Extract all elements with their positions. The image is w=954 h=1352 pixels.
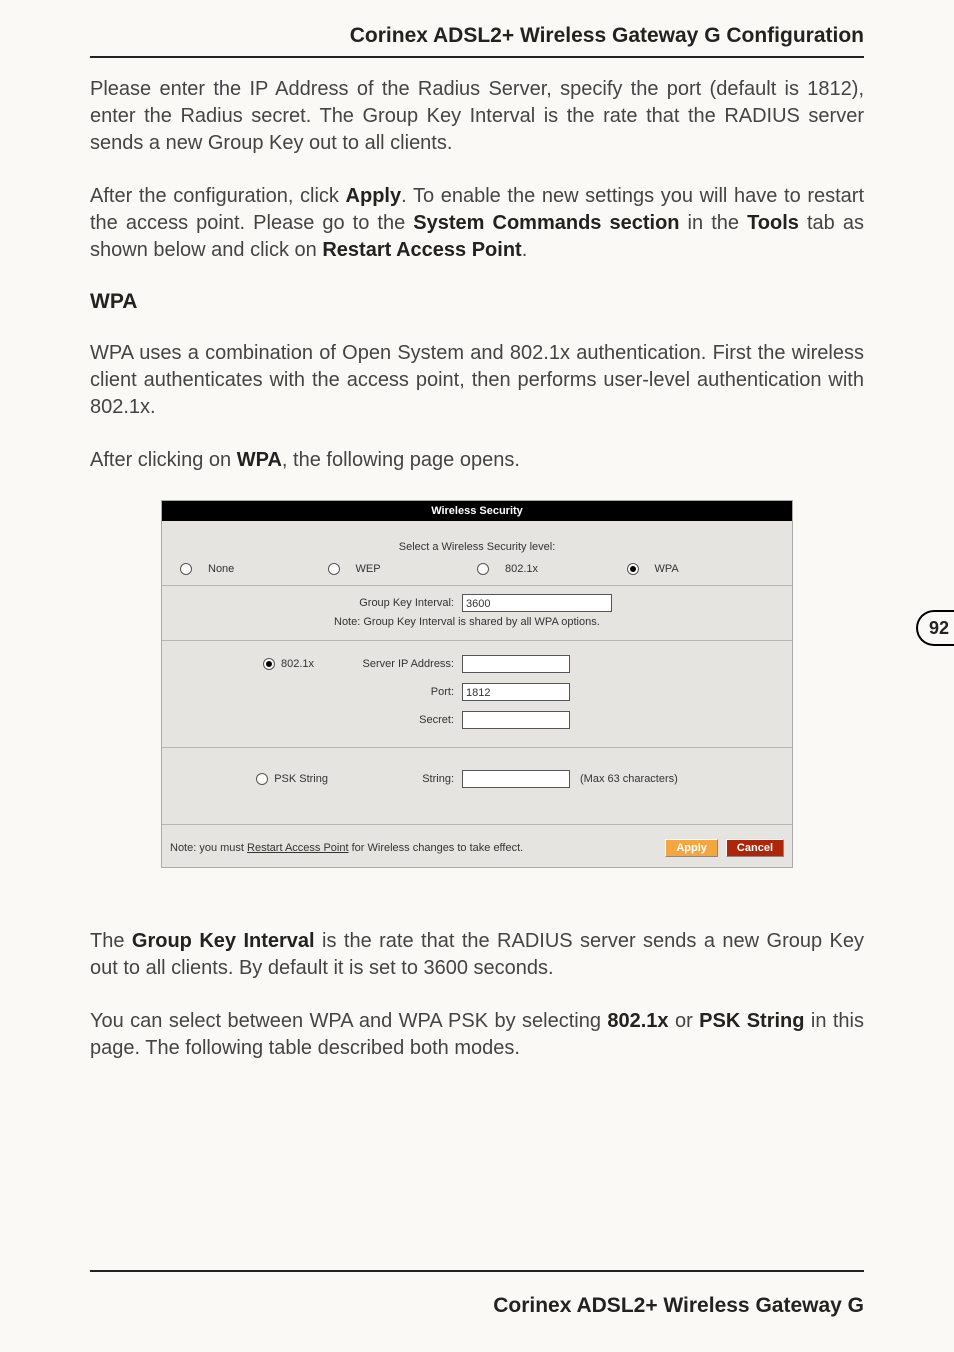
radio-none[interactable] xyxy=(180,563,192,575)
server-ip-input[interactable] xyxy=(462,655,570,673)
paragraph-2: After the configuration, click Apply. To… xyxy=(90,183,864,264)
footer-note-suffix: for Wireless changes to take effect. xyxy=(349,842,524,854)
radio-none-label: None xyxy=(208,563,234,575)
cancel-button[interactable]: Cancel xyxy=(726,839,784,857)
footer-rule xyxy=(90,1270,864,1272)
panel-body: Select a Wireless Security level: None W… xyxy=(162,521,792,825)
paragraph-3: WPA uses a combination of Open System an… xyxy=(90,340,864,421)
p6-bold-psk: PSK String xyxy=(699,1010,804,1032)
p5-text-a: The xyxy=(90,930,132,952)
paragraph-6: You can select between WPA and WPA PSK b… xyxy=(90,1008,864,1062)
p6-bold-8021x: 802.1x xyxy=(607,1010,668,1032)
wpa-8021x-block: 802.1x Server IP Address: Port: 1812 Sec… xyxy=(162,641,792,748)
security-level-radio-row: None WEP 802.1x WPA xyxy=(172,563,782,585)
header-rule xyxy=(90,56,864,58)
radio-wep[interactable] xyxy=(328,563,340,575)
p6-text-c: or xyxy=(669,1010,700,1032)
radio-wep-label: WEP xyxy=(356,563,381,575)
paragraph-5: The Group Key Interval is the rate that … xyxy=(90,928,864,982)
heading-wpa: WPA xyxy=(90,290,864,314)
restart-access-point-link[interactable]: Restart Access Point xyxy=(247,842,349,854)
document-page: Corinex ADSL2+ Wireless Gateway G Config… xyxy=(0,0,954,1352)
p5-bold-gki: Group Key Interval xyxy=(132,930,315,952)
radio-mode-psk-label: PSK String xyxy=(274,773,328,785)
footer-note: Note: you must Restart Access Point for … xyxy=(170,842,523,854)
radio-8021x[interactable] xyxy=(477,563,489,575)
p2-text-i: . xyxy=(522,239,528,261)
psk-string-label: String: xyxy=(336,773,462,785)
select-security-label: Select a Wireless Security level: xyxy=(172,541,782,553)
psk-string-suffix: (Max 63 characters) xyxy=(580,773,678,785)
port-input[interactable]: 1812 xyxy=(462,683,570,701)
wpa-psk-block: PSK String String: (Max 63 characters) xyxy=(162,748,792,825)
gki-label: Group Key Interval: xyxy=(172,597,462,609)
page-footer-title: Corinex ADSL2+ Wireless Gateway G xyxy=(493,1294,864,1318)
gki-input[interactable]: 3600 xyxy=(462,594,612,612)
paragraph-4: After clicking on WPA, the following pag… xyxy=(90,447,864,474)
p6-text-a: You can select between WPA and WPA PSK b… xyxy=(90,1010,607,1032)
footer-note-prefix: Note: you must xyxy=(170,842,247,854)
p2-bold-restart: Restart Access Point xyxy=(322,239,521,261)
server-ip-label: Server IP Address: xyxy=(322,658,462,670)
radio-mode-8021x-label: 802.1x xyxy=(281,658,314,670)
panel-footer: Note: you must Restart Access Point for … xyxy=(162,825,792,867)
radio-mode-8021x[interactable] xyxy=(263,658,275,670)
page-header-title: Corinex ADSL2+ Wireless Gateway G Config… xyxy=(90,0,864,56)
p2-bold-apply: Apply xyxy=(346,185,402,207)
port-label: Port: xyxy=(322,686,462,698)
p2-text-a: After the configuration, click xyxy=(90,185,346,207)
p4-text-a: After clicking on xyxy=(90,449,237,471)
panel-title: Wireless Security xyxy=(162,501,792,521)
p2-text-e: in the xyxy=(680,212,748,234)
secret-input[interactable] xyxy=(462,711,570,729)
paragraph-1: Please enter the IP Address of the Radiu… xyxy=(90,76,864,157)
apply-button[interactable]: Apply xyxy=(665,839,718,857)
radio-wpa-label: WPA xyxy=(655,563,679,575)
p2-bold-syscmd: System Commands section xyxy=(413,212,679,234)
psk-string-input[interactable] xyxy=(462,770,570,788)
gki-note: Note: Group Key Interval is shared by al… xyxy=(334,616,634,628)
wireless-security-panel: Wireless Security Select a Wireless Secu… xyxy=(161,500,793,868)
radio-8021x-label: 802.1x xyxy=(505,563,538,575)
radio-mode-psk[interactable] xyxy=(256,773,268,785)
group-key-interval-section: Group Key Interval: 3600 Note: Group Key… xyxy=(162,586,792,641)
secret-label: Secret: xyxy=(322,714,462,726)
page-number-tab: 92 xyxy=(916,610,954,646)
p4-bold-wpa: WPA xyxy=(237,449,282,471)
radio-wpa[interactable] xyxy=(627,563,639,575)
p2-bold-tools: Tools xyxy=(747,212,799,234)
footer-buttons: Apply Cancel xyxy=(665,839,784,857)
p4-text-c: , the following page opens. xyxy=(282,449,520,471)
